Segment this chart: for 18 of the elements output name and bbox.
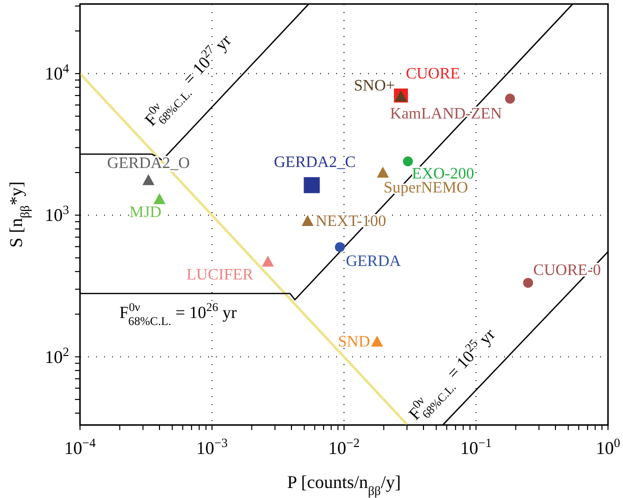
y-tick-label: 10$^{2}$ bbox=[44, 344, 69, 367]
annotation: F$^{0ν}$$_{68%C.L.}$ = 10$^{26}$ yr bbox=[119, 300, 237, 328]
x-tick-label: 10$^{−2}$ bbox=[328, 436, 360, 458]
series-label: LUCIFER bbox=[186, 266, 254, 284]
series-label: GERDA bbox=[346, 253, 402, 270]
series-label: MJD bbox=[129, 204, 162, 222]
x-axis-title: P [counts/n$_{ββ}$/y] bbox=[287, 472, 401, 498]
x-tick-label: 10$^{0}$ bbox=[596, 436, 620, 458]
series-label: SND bbox=[338, 334, 370, 351]
series-label: GERDA2_C bbox=[274, 154, 356, 172]
x-tick-label: 10$^{−1}$ bbox=[460, 436, 492, 458]
x-tick-label: 10$^{−3}$ bbox=[196, 436, 228, 458]
y-tick-label: 10$^{3}$ bbox=[44, 203, 69, 226]
series-label: EXO-200 bbox=[412, 165, 474, 182]
x-tick-label: 10$^{−4}$ bbox=[64, 436, 96, 458]
series-label: SNO+ bbox=[354, 77, 395, 94]
series-label: CUORE bbox=[406, 66, 460, 83]
y-tick-label: 10$^{4}$ bbox=[44, 62, 70, 84]
